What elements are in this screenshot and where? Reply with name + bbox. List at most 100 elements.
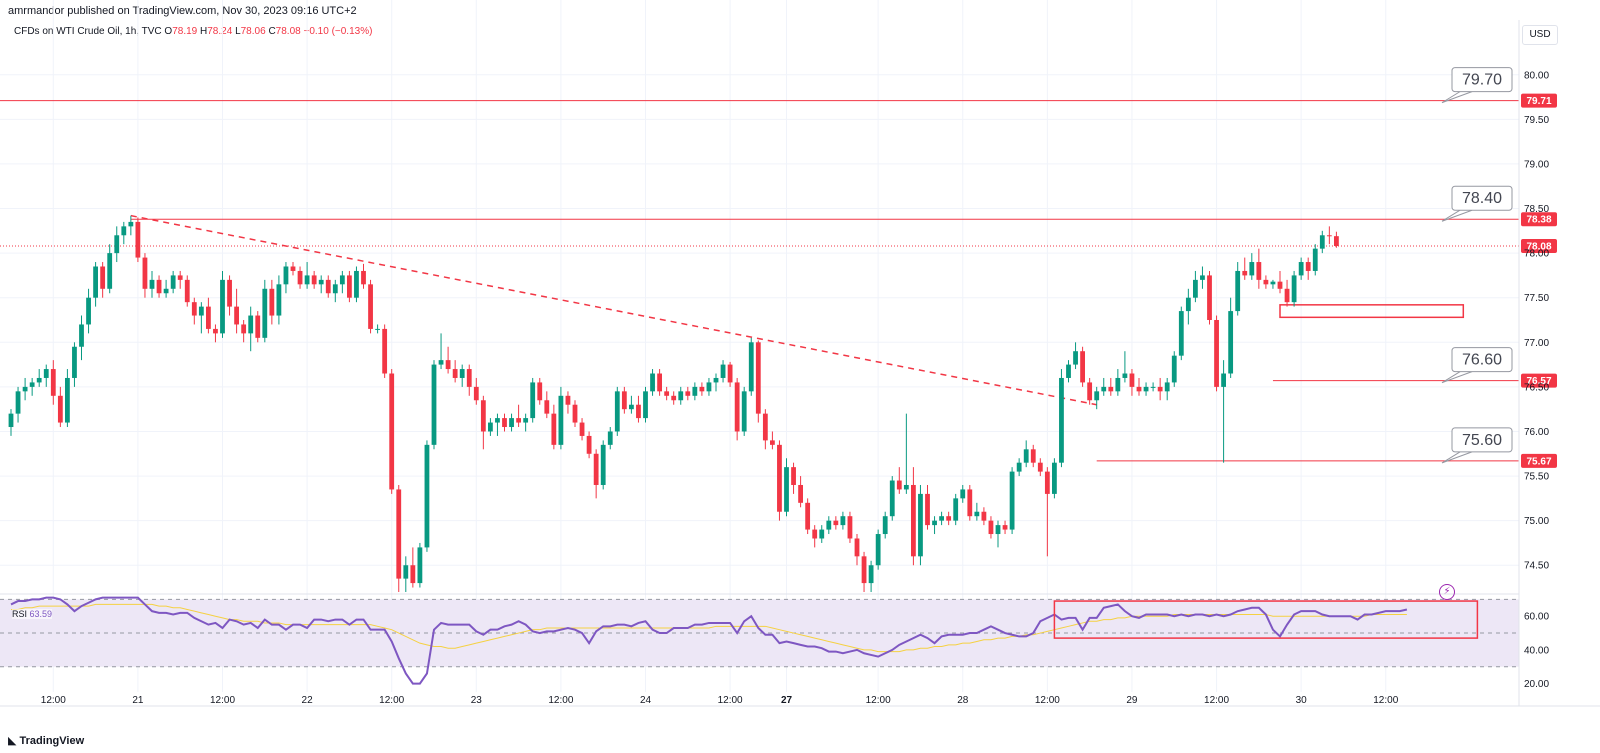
candle-body[interactable] bbox=[939, 516, 944, 521]
candle-body[interactable] bbox=[50, 369, 56, 396]
candle-body[interactable] bbox=[8, 413, 14, 428]
candle-body[interactable] bbox=[15, 391, 21, 414]
candle-body[interactable] bbox=[1334, 236, 1339, 246]
lightning-bolt-icon[interactable]: ⚡ bbox=[1439, 584, 1455, 600]
candle-body[interactable] bbox=[156, 279, 162, 294]
candle-body[interactable] bbox=[43, 369, 49, 378]
candle-body[interactable] bbox=[1094, 391, 1100, 401]
candle-body[interactable] bbox=[79, 324, 84, 347]
rsi-highlight-box[interactable] bbox=[1053, 600, 1479, 639]
candle-body[interactable] bbox=[918, 493, 923, 557]
candle-body[interactable] bbox=[967, 489, 973, 517]
candle-body[interactable] bbox=[1214, 320, 1219, 387]
candle-body[interactable] bbox=[255, 315, 261, 338]
candle-body[interactable] bbox=[389, 373, 395, 490]
candle-body[interactable] bbox=[1129, 373, 1135, 387]
candle-body[interactable] bbox=[974, 511, 980, 517]
candle-body[interactable] bbox=[981, 511, 987, 521]
candle-body[interactable] bbox=[382, 328, 388, 374]
candle-body[interactable] bbox=[1326, 235, 1332, 237]
candle-body[interactable] bbox=[826, 520, 832, 530]
candle-body[interactable] bbox=[339, 275, 345, 285]
candle-body[interactable] bbox=[1030, 449, 1036, 463]
candle-body[interactable] bbox=[748, 342, 754, 392]
candle-body[interactable] bbox=[114, 235, 120, 254]
candle-body[interactable] bbox=[1185, 297, 1191, 312]
candle-body[interactable] bbox=[1059, 377, 1064, 463]
candle-body[interactable] bbox=[100, 266, 106, 289]
support-zone-rect[interactable] bbox=[1279, 304, 1465, 319]
candle-body[interactable] bbox=[995, 525, 1001, 535]
candle-body[interactable] bbox=[22, 386, 28, 392]
candle-body[interactable] bbox=[368, 284, 373, 329]
candle-body[interactable] bbox=[1157, 386, 1163, 392]
candle-body[interactable] bbox=[657, 373, 662, 392]
candle-body[interactable] bbox=[903, 484, 909, 490]
candle-body[interactable] bbox=[600, 444, 606, 485]
candle-body[interactable] bbox=[1080, 351, 1085, 383]
candle-body[interactable] bbox=[1298, 262, 1304, 276]
candle-body[interactable] bbox=[678, 391, 684, 401]
candle-body[interactable] bbox=[868, 565, 874, 584]
candle-body[interactable] bbox=[417, 547, 423, 584]
candle-body[interactable] bbox=[572, 404, 578, 423]
candle-body[interactable] bbox=[1207, 275, 1212, 320]
candle-body[interactable] bbox=[128, 221, 134, 227]
candle-body[interactable] bbox=[1016, 462, 1022, 472]
candle-body[interactable] bbox=[184, 279, 190, 303]
candle-body[interactable] bbox=[854, 538, 860, 557]
candle-body[interactable] bbox=[163, 288, 169, 294]
candle-body[interactable] bbox=[960, 489, 966, 499]
candle-body[interactable] bbox=[227, 279, 232, 307]
candle-body[interactable] bbox=[466, 369, 472, 387]
candle-body[interactable] bbox=[431, 364, 437, 445]
candle-body[interactable] bbox=[770, 440, 775, 445]
candle-body[interactable] bbox=[107, 253, 113, 289]
candle-body[interactable] bbox=[882, 516, 888, 535]
candle-body[interactable] bbox=[1291, 275, 1297, 303]
candle-body[interactable] bbox=[1319, 235, 1325, 249]
candle-body[interactable] bbox=[734, 382, 740, 432]
candle-body[interactable] bbox=[121, 226, 127, 236]
candle-body[interactable] bbox=[502, 418, 507, 428]
candle-body[interactable] bbox=[318, 279, 324, 285]
candle-body[interactable] bbox=[424, 444, 430, 548]
candle-body[interactable] bbox=[953, 498, 959, 521]
candle-body[interactable] bbox=[1235, 270, 1241, 312]
candle-body[interactable] bbox=[516, 418, 521, 423]
currency-button[interactable]: USD bbox=[1522, 25, 1558, 45]
candle-body[interactable] bbox=[523, 418, 529, 423]
candle-body[interactable] bbox=[1108, 386, 1114, 392]
candle-body[interactable] bbox=[241, 324, 247, 334]
candle-body[interactable] bbox=[1221, 373, 1226, 387]
candle-body[interactable] bbox=[86, 297, 91, 325]
candle-body[interactable] bbox=[741, 391, 747, 432]
candle-body[interactable] bbox=[488, 422, 493, 432]
candle-body[interactable] bbox=[354, 270, 359, 298]
candle-body[interactable] bbox=[248, 315, 254, 334]
candle-body[interactable] bbox=[206, 306, 211, 329]
candle-body[interactable] bbox=[1242, 270, 1248, 276]
candle-body[interactable] bbox=[1312, 248, 1318, 271]
candle-body[interactable] bbox=[699, 386, 705, 392]
candle-body[interactable] bbox=[1052, 462, 1057, 494]
candle-body[interactable] bbox=[1305, 262, 1311, 271]
candle-body[interactable] bbox=[544, 400, 550, 414]
candle-body[interactable] bbox=[149, 279, 155, 289]
candle-body[interactable] bbox=[1037, 462, 1043, 472]
candle-body[interactable] bbox=[1087, 382, 1093, 401]
candle-body[interactable] bbox=[177, 275, 183, 280]
candle-body[interactable] bbox=[614, 391, 620, 432]
candle-body[interactable] bbox=[396, 489, 402, 579]
candle-body[interactable] bbox=[1270, 281, 1276, 285]
candle-body[interactable] bbox=[170, 275, 176, 289]
candle-body[interactable] bbox=[621, 391, 627, 410]
candle-body[interactable] bbox=[269, 288, 275, 316]
candle-body[interactable] bbox=[692, 386, 698, 396]
candle-body[interactable] bbox=[671, 395, 677, 401]
candle-body[interactable] bbox=[805, 502, 811, 530]
candle-body[interactable] bbox=[791, 467, 796, 485]
candle-body[interactable] bbox=[1115, 377, 1121, 392]
candle-body[interactable] bbox=[784, 467, 789, 512]
